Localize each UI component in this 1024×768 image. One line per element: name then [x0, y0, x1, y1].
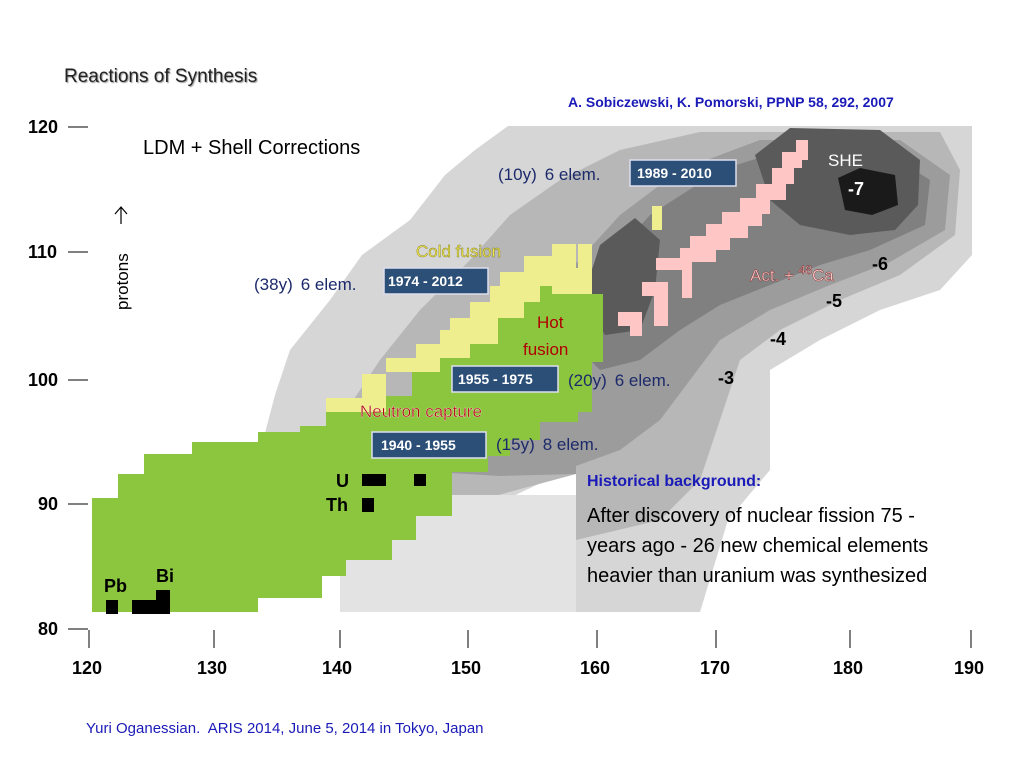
y-tick-label: 90 — [38, 494, 58, 514]
contour-label: -4 — [770, 329, 786, 349]
element-label-u: U — [336, 471, 349, 491]
contour-label: -3 — [718, 368, 734, 388]
chart-title: LDM + Shell Corrections — [143, 137, 360, 159]
act-ca-label: Act. + 48Ca — [750, 263, 834, 285]
historical-background: Historical background: After discovery o… — [587, 473, 987, 591]
y-tick-label: 110 — [28, 242, 57, 262]
slide-title: Reactions of Synthesis — [64, 66, 258, 87]
duration-she: (10y) 6 elem. — [498, 165, 600, 184]
y-axis-title: protons — [113, 253, 132, 310]
she-label: SHE — [828, 151, 863, 170]
contour-label: -5 — [826, 291, 842, 311]
era-box-she: 1989 - 2010 — [629, 159, 737, 187]
era-label-hot-fusion: 1955 - 1975 — [458, 371, 533, 387]
footer-author: Yuri Oganessian — [86, 720, 197, 737]
heavy-nuclei-markers — [106, 474, 426, 614]
cold-fusion-label: Cold fusion — [416, 242, 501, 261]
historical-line: years ago - 26 new chemical elements — [587, 535, 929, 557]
historical-text: After discovery of nuclear fission 75 - … — [587, 501, 987, 591]
element-label-pb: Pb — [104, 576, 127, 596]
x-tick-label: 130 — [197, 658, 227, 678]
x-tick-labels: 120 130 140 150 160 170 180 190 — [72, 658, 984, 678]
green-region-fill — [92, 282, 603, 612]
y-axis — [68, 126, 88, 630]
contour-label: -7 — [848, 179, 864, 199]
hot-fusion-label-line1: Hot — [537, 313, 564, 332]
x-axis — [88, 630, 972, 648]
she-cells — [618, 140, 808, 336]
y-tick-labels: 120 110 100 90 80 — [28, 117, 58, 639]
neutron-capture-label: Neutron capture — [360, 402, 482, 421]
y-tick-label: 120 — [28, 117, 58, 137]
y-tick-label: 80 — [38, 619, 58, 639]
reference-citation: A. Sobiczewski, K. Pomorski, PPNP 58, 29… — [568, 94, 894, 110]
element-label-th: Th — [326, 495, 348, 515]
x-tick-label: 150 — [451, 658, 481, 678]
x-tick-label: 160 — [580, 658, 610, 678]
era-box-cold-fusion: 1974 - 2012 — [383, 267, 489, 295]
arrow-up-icon — [114, 206, 128, 224]
green-region — [92, 282, 603, 612]
hot-fusion-label-line2: fusion — [523, 340, 568, 359]
footer-event: ARIS 2014, June 5, 2014 in Tokyo, Japan — [207, 720, 484, 737]
historical-line: After discovery of nuclear fission 75 - — [587, 505, 915, 527]
contour-label: -6 — [872, 254, 888, 274]
duration-neutron-capture: (15y) 8 elem. — [496, 435, 598, 454]
footer-credit: Yuri Oganessian. ARIS 2014, June 5, 2014… — [86, 720, 484, 737]
contour-level-labels: -7 -6 -5 -4 -3 — [718, 179, 888, 388]
era-label-she: 1989 - 2010 — [637, 165, 712, 181]
historical-line: heavier than uranium was synthesized — [587, 565, 928, 587]
era-label-neutron-capture: 1940 - 1955 — [381, 437, 456, 453]
era-box-hot-fusion: 1955 - 1975 — [451, 365, 559, 393]
y-tick-label: 100 — [28, 370, 58, 390]
x-tick-label: 170 — [700, 658, 730, 678]
y-axis-title-group: protons — [113, 206, 132, 310]
duration-cold-fusion: (38y) 6 elem. — [254, 275, 356, 294]
historical-heading: Historical background: — [587, 473, 762, 490]
era-box-neutron-capture: 1940 - 1955 — [371, 431, 487, 459]
x-tick-label: 180 — [833, 658, 863, 678]
element-labels: U Th Pb Bi — [104, 471, 349, 596]
x-tick-label: 120 — [72, 658, 102, 678]
x-tick-label: 140 — [322, 658, 352, 678]
duration-hot-fusion: (20y) 6 elem. — [568, 371, 670, 390]
era-label-cold-fusion: 1974 - 2012 — [388, 273, 463, 289]
cold-fusion-cells — [326, 206, 662, 412]
element-label-bi: Bi — [156, 566, 174, 586]
x-tick-label: 190 — [954, 658, 984, 678]
